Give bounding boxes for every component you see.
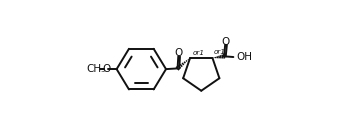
- Text: CH₃: CH₃: [86, 64, 105, 74]
- Text: O: O: [103, 64, 111, 74]
- Text: or1: or1: [192, 50, 204, 56]
- Text: OH: OH: [236, 52, 252, 62]
- Text: O: O: [174, 48, 182, 58]
- Text: or1: or1: [213, 49, 225, 55]
- Text: O: O: [221, 37, 229, 47]
